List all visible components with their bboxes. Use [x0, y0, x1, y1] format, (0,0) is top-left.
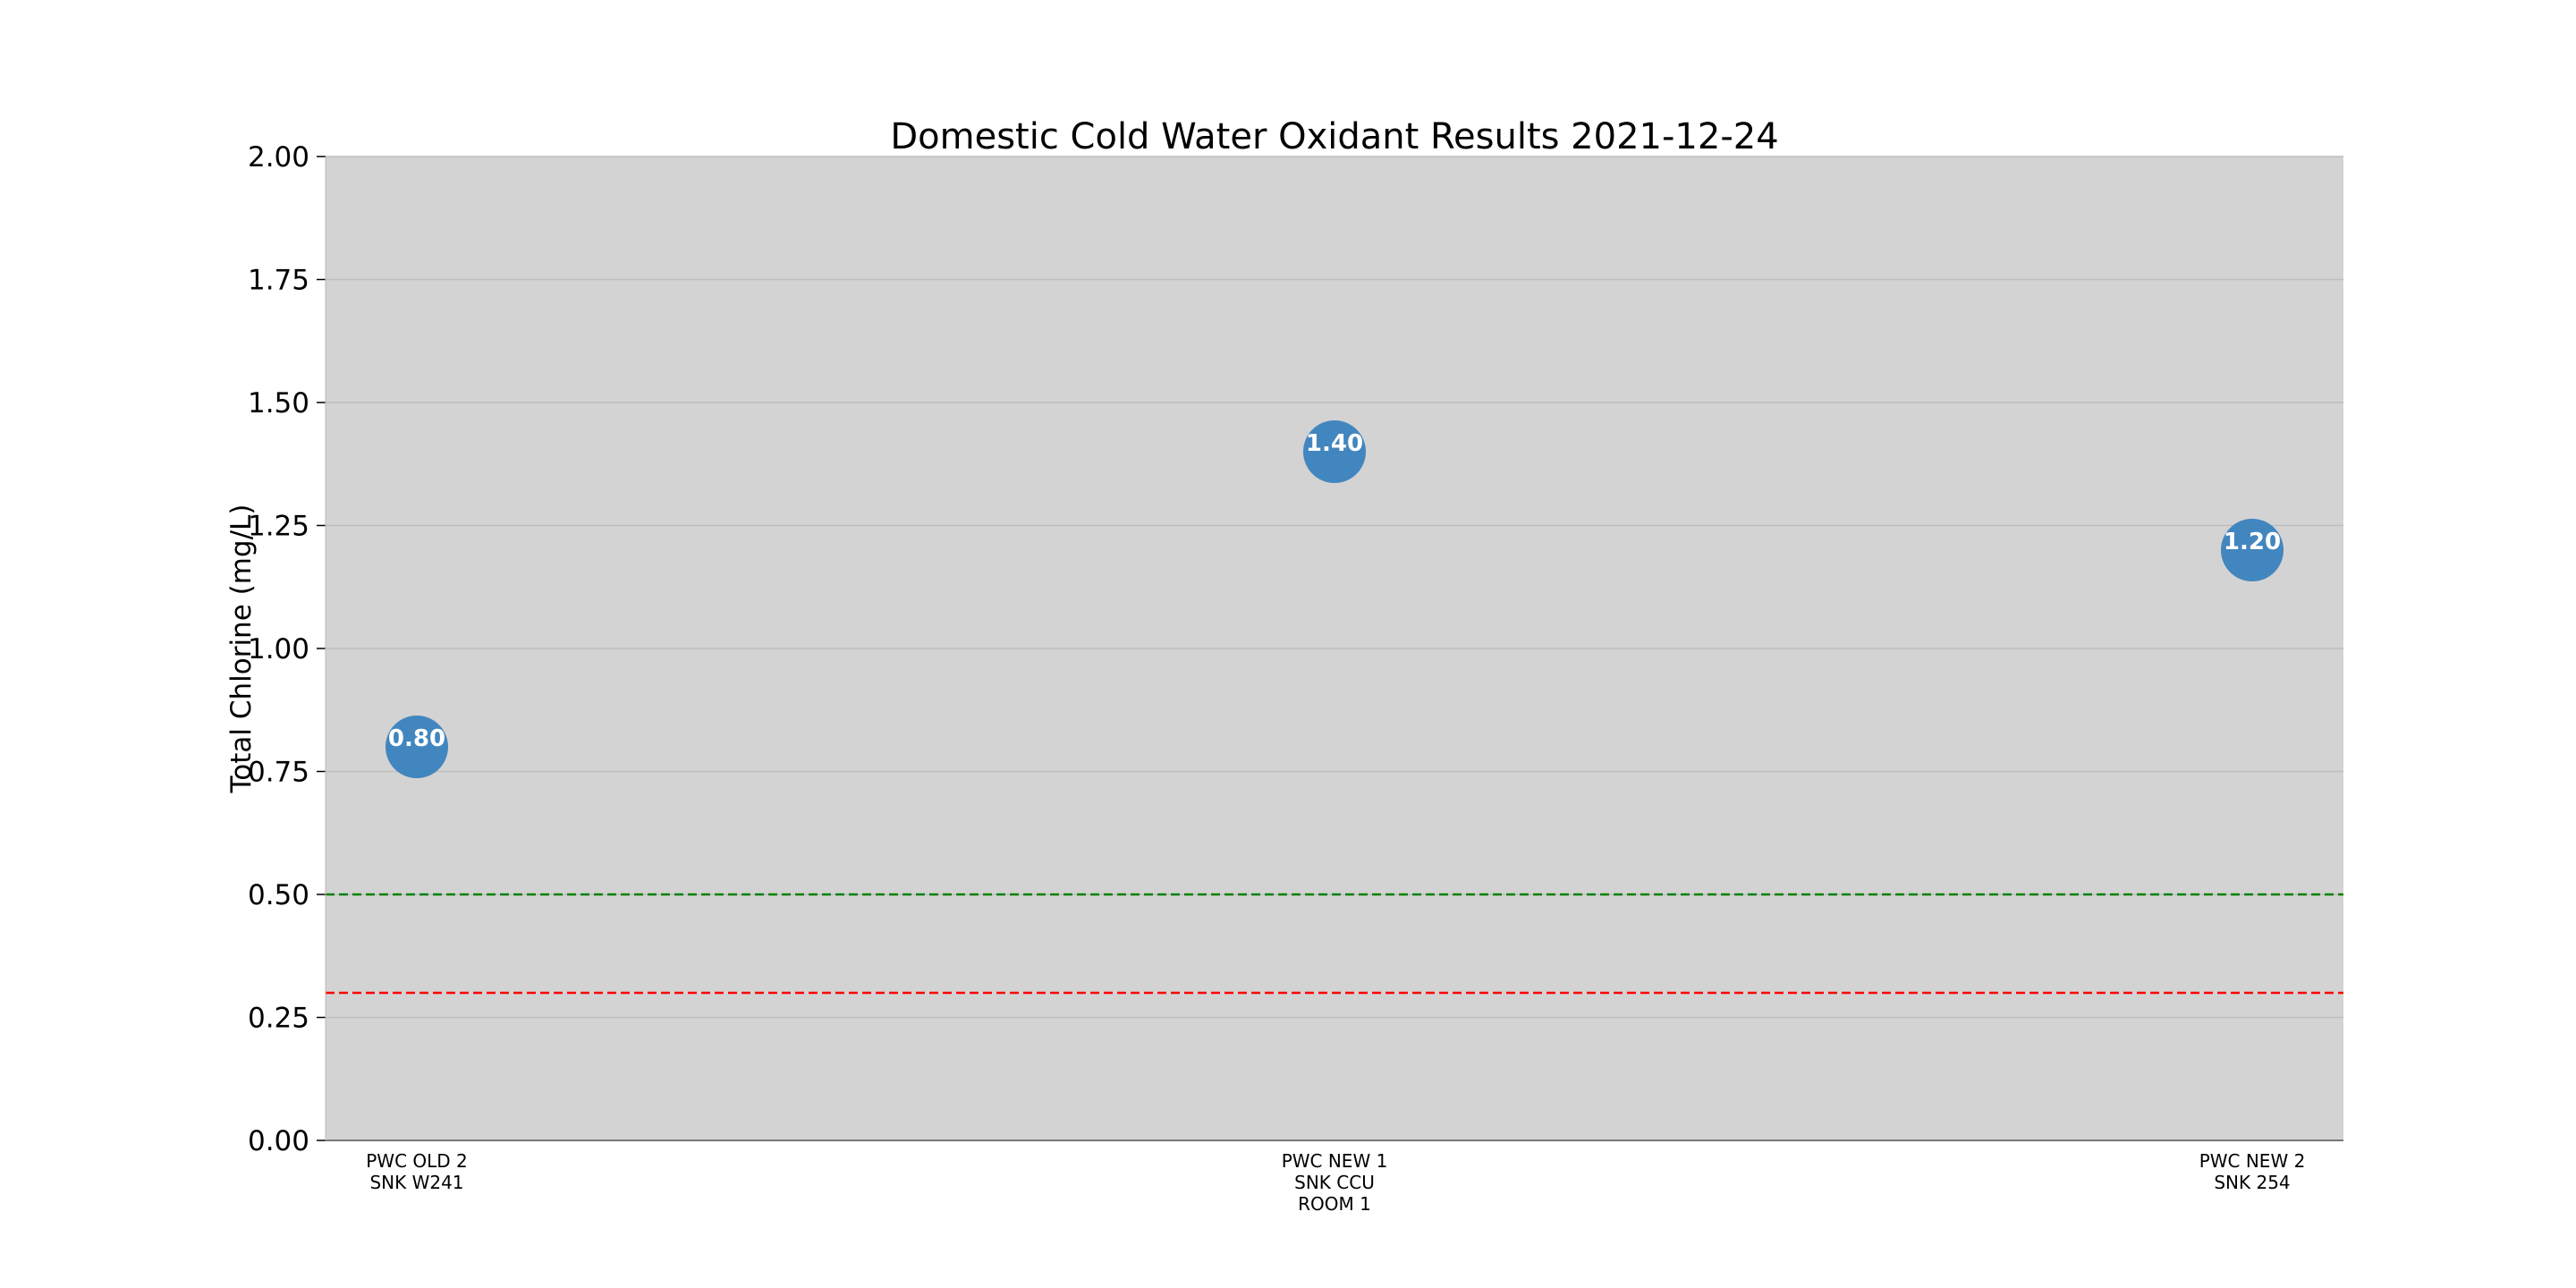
- x-tick-label: SNK 254: [2214, 1172, 2290, 1193]
- data-points: 0.80 1.40 1.20: [386, 420, 2284, 778]
- reference-lines: [326, 893, 2343, 995]
- y-tick-label: 2.00: [248, 141, 309, 174]
- data-point: [2221, 519, 2284, 581]
- y-tick-label: 1.00: [248, 633, 309, 665]
- data-label: 1.40: [1306, 430, 1363, 457]
- y-tick-label: 1.25: [248, 511, 309, 543]
- chart-title: Domestic Cold Water Oxidant Results 2021…: [890, 116, 1778, 157]
- y-tick-label: 0.25: [248, 1003, 309, 1035]
- x-tick-label: PWC NEW 1: [1282, 1150, 1388, 1172]
- y-tick-label: 1.75: [248, 265, 309, 297]
- x-tick-label: PWC OLD 2: [366, 1150, 468, 1172]
- x-tick-label: ROOM 1: [1298, 1193, 1371, 1215]
- x-tick-label: SNK CCU: [1294, 1172, 1375, 1193]
- y-axis-label: Total Chlorine (mg/L): [225, 504, 258, 794]
- y-tick-label: 0.75: [248, 757, 309, 789]
- x-tick-label: SNK W241: [369, 1172, 463, 1193]
- y-tick-label: 1.50: [248, 387, 309, 419]
- data-point: [386, 716, 448, 778]
- x-tick-label: PWC NEW 2: [2199, 1150, 2306, 1172]
- data-point: [1303, 420, 1366, 483]
- data-label: 1.20: [2224, 529, 2281, 555]
- y-tick-label: 0.50: [248, 879, 309, 911]
- data-label: 0.80: [388, 725, 445, 752]
- axes: 0.00 0.25 0.50 0.75 1.00 1.25 1.50 1.75 2.00 PWC …: [248, 141, 2343, 1215]
- y-tick-label: 0.00: [248, 1125, 309, 1157]
